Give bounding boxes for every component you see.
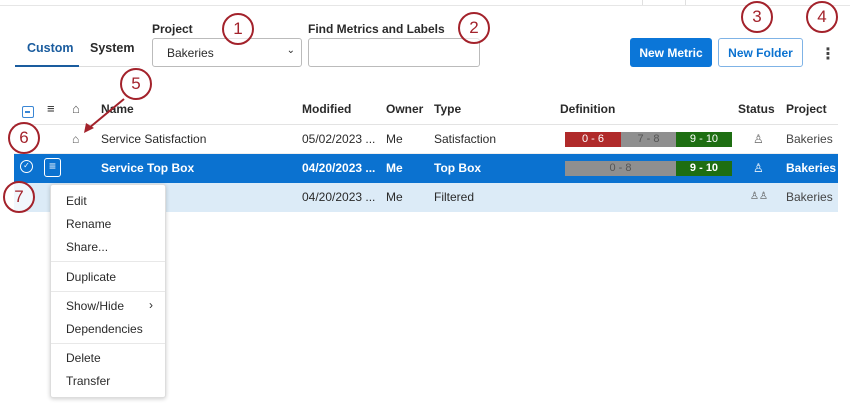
tag-icon: ⌂ [72,101,80,116]
divider [685,0,686,5]
menu-divider [51,343,165,344]
annotation-marker: 6 [8,122,40,154]
select-all-checkbox[interactable] [22,106,34,118]
menu-item-edit[interactable]: Edit [66,194,87,208]
menu-item-show-hide[interactable]: Show/Hide [66,299,125,313]
row-type: Filtered [434,190,475,204]
row-owner: Me [386,161,403,175]
users-icon: ♙♙ [750,191,768,202]
definition-passive: 0 - 8 [565,161,676,176]
row-modified: 05/02/2023 ... [302,132,376,146]
header-divider [14,124,838,125]
row-project: Bakeries [786,132,833,146]
project-select[interactable]: Bakeries ⌄ [152,38,302,67]
row-type: Satisfaction [434,132,497,146]
row-owner: Me [386,190,403,204]
new-metric-button[interactable]: New Metric [630,38,712,67]
menu-item-share[interactable]: Share... [66,240,109,254]
column-project[interactable]: Project [786,102,827,116]
definition-promoter: 9 - 10 [676,132,732,147]
tab-underline [15,65,79,67]
column-definition[interactable]: Definition [560,102,616,116]
menu-item-duplicate[interactable]: Duplicate [66,270,117,284]
row-owner: Me [386,132,403,146]
divider [642,0,643,5]
column-type[interactable]: Type [434,102,462,116]
table-row[interactable]: ⌂ Service Satisfaction 05/02/2023 ... Me… [14,125,838,154]
row-name: Service Satisfaction [101,132,207,146]
row-modified: 04/20/2023 ... [302,190,376,204]
definition-detractor: 0 - 6 [565,132,621,147]
annotation-arrow [84,98,125,133]
menu-item-transfer[interactable]: Transfer [66,374,111,388]
project-value: Bakeries [167,46,214,60]
menu-divider [51,261,165,262]
check-circle-icon[interactable]: ✓ [20,160,33,173]
column-modified[interactable]: Modified [302,102,352,116]
row-modified: 04/20/2023 ... [302,161,376,175]
row-name: Service Top Box [101,161,195,175]
annotation-marker: 3 [741,1,773,33]
definition-promoter: 9 - 10 [676,161,732,176]
menu-divider [51,291,165,292]
chevron-down-icon: ⌄ [286,45,295,56]
top-divider [0,5,850,6]
row-project: Bakeries [786,190,833,204]
row-project: Bakeries [786,161,837,175]
annotation-marker: 7 [3,181,35,213]
menu-item-dependencies[interactable]: Dependencies [66,322,143,336]
annotation-marker: 1 [222,13,254,45]
menu-item-rename[interactable]: Rename [66,217,112,231]
tab-system[interactable]: System [90,41,135,55]
row-type: Top Box [434,161,482,175]
column-status[interactable]: Status [738,102,775,116]
annotation-marker: 4 [806,1,838,33]
annotation-marker: 5 [120,68,152,100]
new-folder-button[interactable]: New Folder [718,38,803,67]
user-icon: ♙ [753,161,764,175]
chevron-right-icon: › [149,298,153,312]
annotation-marker: 2 [458,12,490,44]
definition-passive: 7 - 8 [621,132,676,147]
context-menu: Edit Rename Share... Duplicate Show/Hide… [50,184,166,398]
menu-item-delete[interactable]: Delete [66,351,101,365]
tab-custom[interactable]: Custom [27,41,74,55]
table-row-selected[interactable]: ✓ ≡ Service Top Box 04/20/2023 ... Me To… [14,154,838,183]
project-label: Project [152,22,193,36]
row-menu-button[interactable]: ≡ [44,158,61,177]
user-icon: ♙ [753,132,764,146]
tag-icon[interactable]: ⌂ [72,132,80,146]
more-options-icon[interactable]: ⋮ [820,46,836,63]
list-icon: ≡ [47,101,55,116]
column-owner[interactable]: Owner [386,102,424,116]
search-input[interactable] [308,38,480,67]
search-label: Find Metrics and Labels [308,22,445,36]
